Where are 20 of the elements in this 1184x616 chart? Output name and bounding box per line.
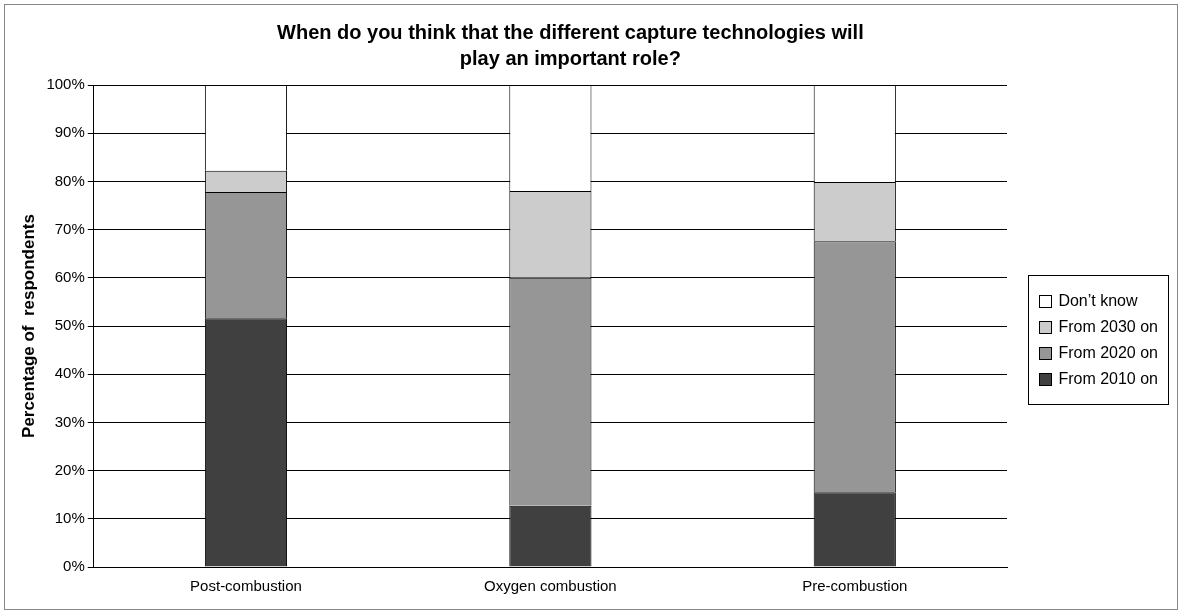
- y-tick-label: 50%: [54, 316, 85, 334]
- x-tick-label: Post-combustion: [190, 577, 302, 595]
- legend-label: From 2020 on: [1058, 344, 1158, 362]
- legend-label: From 2010 on: [1058, 370, 1158, 388]
- y-axis-title: Percentage of respondents: [18, 214, 38, 438]
- y-tick-label: 80%: [54, 171, 85, 189]
- y-tick-label: 100%: [46, 75, 85, 93]
- legend-label: From 2030 on: [1058, 318, 1158, 336]
- y-tick-label: 70%: [54, 219, 85, 237]
- chart-title: When do you think that the different capture technologies will play an important role?: [277, 20, 864, 69]
- y-tick-label: 10%: [54, 508, 85, 526]
- y-tick-label: 0%: [63, 557, 85, 575]
- y-tick-label: 30%: [54, 412, 85, 430]
- y-tick-label: 20%: [54, 460, 85, 478]
- y-tick-label: 60%: [54, 267, 85, 285]
- text: Don’t know: [1058, 292, 1138, 310]
- x-tick-label: Pre-combustion: [802, 577, 908, 595]
- y-tick-label: 90%: [54, 123, 85, 141]
- x-tick-label: Oxygen combustion: [484, 577, 617, 595]
- y-tick-label: 40%: [54, 364, 85, 382]
